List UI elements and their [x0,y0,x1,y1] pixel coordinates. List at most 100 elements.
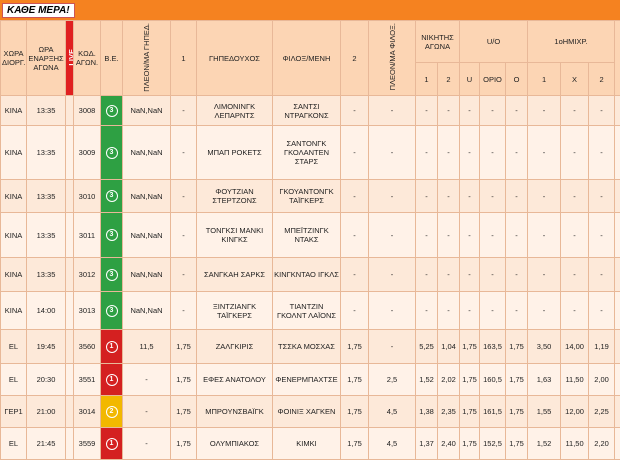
cell: ΚΙΜΚΙ [272,427,341,460]
bet-type-number: 1 [105,340,118,353]
row: EL 21:45 3559 1-1,75 ΟΛΥΜΠΙΑΚΟΣ ΚΙΜΚΙ 1,75 4,5 1… [0,427,620,460]
cell: - [436,95,461,126]
column-header: ΠΛΕΟΝ/ΜΑ ΓΗΠΕΔ. [122,20,171,96]
cell: - [588,179,616,213]
bet-type: 3 [100,291,123,330]
cell: ΦΟΥΤΖΙΑΝ ΣΤΕΡΤΖΟΝΣ [196,179,273,213]
cell: - [368,257,416,292]
cell: EL [0,329,27,364]
cell: ΚΙΝΑ [0,125,27,180]
cell: 1,04 [436,329,461,364]
cell: 1,75 [170,329,197,364]
bet-type-number: 3 [105,104,118,117]
cell: 152,5 [479,427,507,460]
cell: - [479,291,507,330]
cell: 2,35 [436,395,461,428]
cell: - [560,125,590,180]
cell: 1,75 [170,427,197,460]
cell: - [505,179,529,213]
column-header: ΧΩΡΑ ΔΙΟΡΓ. [0,20,27,96]
cell: 1,75 [459,395,481,428]
cell: ΚΙΝΑ [0,212,27,258]
cell: 3009 [73,125,101,180]
cell: - [170,291,197,330]
cell: - [340,179,369,213]
cell: 3013 [73,291,101,330]
cell: - [459,179,481,213]
cell: 1,75 [340,329,369,364]
header-text: ΠΛΕΟΝ/ΜΑ ΓΗΠΕΔ. [142,22,151,92]
cell: ΚΙΝΑ [0,95,27,126]
cell: - [505,257,529,292]
live-cell [65,212,74,258]
column-header: ΩΡΑ ΕΝΑΡΞΗΣ ΑΓΩΝΑ [26,20,66,96]
live-cell [65,257,74,292]
cell: - [505,212,529,258]
cell: - [415,95,438,126]
spacer [614,291,620,330]
bet-type: 1 [100,427,123,460]
row: ΓΕΡ1 21:00 3014 2-1,75 ΜΠΡΟΥΝΣΒΑΪΓΚ ΦΟΙΝΙΞ ΧΑ… [0,395,620,428]
cell: 1,63 [527,363,562,396]
cell: - [479,95,507,126]
spacer [614,427,620,460]
cell: NaN,NaN [122,212,171,258]
row: ΚΙΝΑ 13:35 3009 3 NaN,NaN - ΜΠΑΠ ΡΟΚΕΤΣ ΣΑΝΤΟΝΓ… [0,125,620,180]
cell: - [415,291,438,330]
cell: - [505,95,529,126]
live-cell [65,395,74,428]
live-cell [65,329,74,364]
cell: 11,5 [122,329,171,364]
cell: ΤΙΑΝΤΖΙΝ ΓΚΟΛΝΤ ΛΑΪΟΝΣ [272,291,341,330]
cell: 1,75 [505,395,529,428]
cell: - [368,291,416,330]
cell: 13:35 [26,95,66,126]
cell: - [527,125,562,180]
bet-type-number: 3 [105,304,118,317]
cell: 160,5 [479,363,507,396]
spacer [614,95,620,126]
cell: 4,5 [368,395,416,428]
spacer [614,212,620,258]
cell: - [436,212,461,258]
cell: ΕΦΕΣ ΑΝΑΤΟΛΟΥ [196,363,273,396]
cell: 1,75 [459,427,481,460]
cell: ΓΚΟΥΑΝΤΟΝΓΚ ΤΑΪΓΚΕΡΣ [272,179,341,213]
spacer [614,363,620,396]
cell: - [527,179,562,213]
cell: - [170,257,197,292]
cell: - [560,179,590,213]
cell: 3560 [73,329,101,364]
cell: - [588,95,616,126]
cell: - [560,257,590,292]
cell: 1,75 [170,363,197,396]
bet-type: 3 [100,257,123,292]
cell: 1,75 [505,363,529,396]
cell: 1,75 [459,363,481,396]
live-cell [65,291,74,330]
live-cell [65,427,74,460]
cell: - [436,179,461,213]
cell: 161,5 [479,395,507,428]
live-cell [65,179,74,213]
cell: 3010 [73,179,101,213]
cell: - [588,125,616,180]
cell: ΣΑΝΤΣΙ ΝΤΡΑΓΚΟΝΣ [272,95,341,126]
cell: - [340,125,369,180]
cell: 1,19 [588,329,616,364]
bet-type: 1 [100,329,123,364]
bet-type: 1 [100,363,123,396]
cell: - [588,212,616,258]
cell: - [340,212,369,258]
cell: ΦΕΝΕΡΜΠΑΧΤΣΕ [272,363,341,396]
cell: ΣΑΝΓΚΑΗ ΣΑΡΚΣ [196,257,273,292]
group-header: U/O [459,20,529,63]
spacer [614,179,620,213]
bet-type-number: 3 [105,268,118,281]
cell: 3,50 [527,329,562,364]
bet-type-number: 1 [105,437,118,450]
cell: 2,5 [368,363,416,396]
cell: - [459,257,481,292]
bet-type: 3 [100,125,123,180]
